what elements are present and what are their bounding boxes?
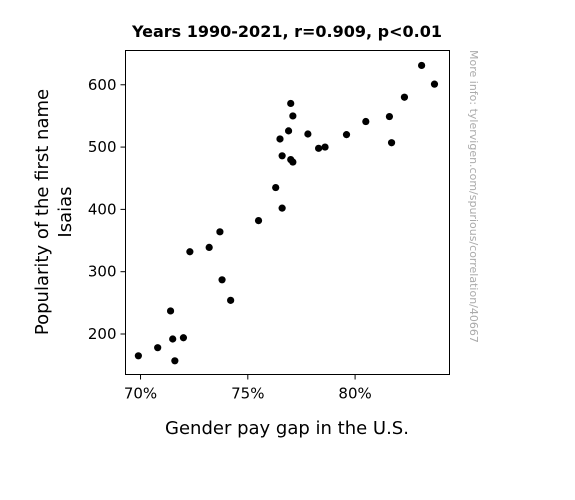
data-point: [418, 61, 426, 70]
data-point: [186, 248, 194, 256]
data-point: [276, 135, 284, 143]
y-tick-label: 600: [88, 76, 117, 94]
data-point: [430, 80, 439, 88]
y-axis-label-line1: Popularity of the first name: [32, 89, 53, 335]
data-point: [315, 144, 323, 152]
data-point: [227, 296, 235, 304]
data-point: [321, 143, 329, 151]
data-point: [169, 335, 177, 343]
y-tick-label: 300: [88, 263, 117, 281]
data-point: [289, 112, 297, 120]
y-axis: 200 300 400 500 600: [88, 76, 126, 343]
data-point: [166, 307, 175, 315]
data-point: [171, 357, 179, 365]
data-point: [304, 130, 312, 138]
y-tick-label: 200: [88, 325, 117, 343]
y-axis-label-line2: Isaias: [55, 186, 76, 237]
data-point: [278, 204, 286, 212]
source-credit: More info: tylervigen.com/spurious/corre…: [467, 50, 480, 343]
data-point: [287, 99, 295, 108]
x-tick-label: 70%: [124, 385, 157, 403]
data-point: [289, 158, 297, 166]
chart-title: Years 1990-2021, r=0.909, p<0.01: [131, 22, 442, 41]
data-point: [216, 228, 224, 236]
data-point: [284, 127, 293, 135]
y-tick-label: 400: [88, 200, 117, 218]
x-axis-label: Gender pay gap in the U.S.: [165, 418, 409, 439]
data-point: [179, 334, 188, 342]
data-point: [254, 217, 263, 225]
data-point: [342, 131, 351, 139]
plot-area: [125, 50, 450, 375]
x-axis: 70% 75% 80%: [124, 374, 372, 403]
x-tick-label: 75%: [231, 385, 264, 403]
data-point: [218, 276, 226, 284]
data-point: [272, 183, 280, 192]
data-point: [134, 352, 142, 360]
x-tick-label: 80%: [338, 385, 371, 403]
data-point: [205, 243, 213, 251]
data-point: [400, 93, 409, 101]
data-points: [134, 61, 439, 365]
data-point: [362, 117, 370, 126]
y-tick-label: 500: [88, 138, 117, 156]
data-point: [387, 139, 396, 147]
data-point: [154, 344, 162, 352]
data-point: [385, 112, 394, 121]
data-point: [278, 152, 286, 160]
